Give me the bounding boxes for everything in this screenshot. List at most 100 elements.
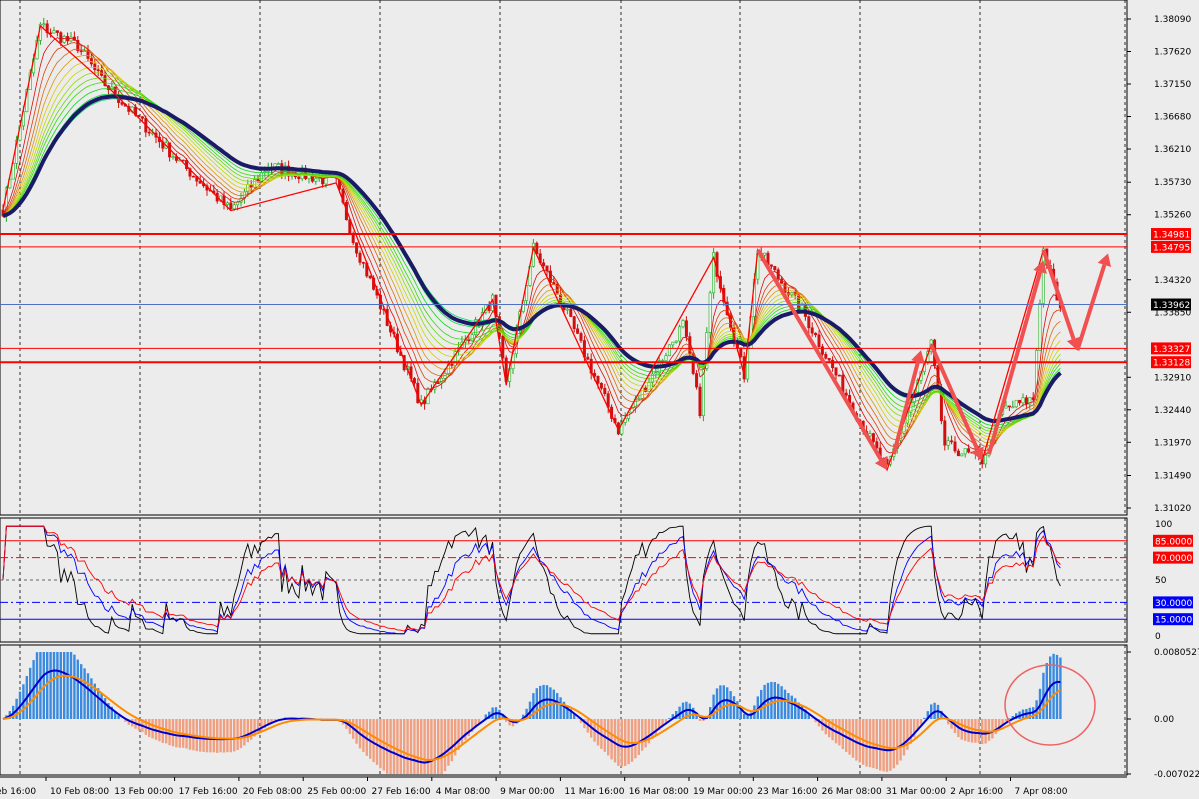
price-tick-label: 1.34320 <box>1154 276 1191 286</box>
macd-histogram-bar <box>923 717 926 719</box>
macd-histogram-bar <box>641 719 644 751</box>
candle <box>593 372 597 377</box>
candle <box>59 32 63 43</box>
macd-histogram-bar <box>817 719 821 727</box>
level-label-box <box>1151 298 1191 311</box>
arrow-head <box>1097 253 1112 268</box>
macd-histogram-bar <box>161 719 164 744</box>
macd-histogram-bar <box>66 652 69 719</box>
macd-histogram-bar <box>610 719 613 760</box>
macd-histogram-bar <box>743 713 746 719</box>
candle <box>1007 405 1011 408</box>
candle <box>181 159 185 162</box>
macd-histogram-bar <box>471 719 474 733</box>
macd-histogram-bar <box>855 719 858 761</box>
macd-histogram-bar <box>1042 672 1045 719</box>
candle <box>62 36 66 43</box>
candle <box>548 270 552 283</box>
candle <box>198 180 202 184</box>
candle <box>1014 399 1018 408</box>
macd-histogram-bar <box>726 687 729 719</box>
macd-histogram-bar <box>889 719 892 771</box>
candle <box>1004 405 1008 409</box>
candle <box>225 202 229 205</box>
macd-histogram-bar <box>253 719 256 737</box>
macd-histogram-bar <box>994 719 997 735</box>
macd-histogram-bar <box>199 719 202 752</box>
macd-histogram-bar <box>219 719 222 753</box>
candle <box>89 58 93 65</box>
candle <box>960 453 964 457</box>
time-tick-label: 31 Mar 00:00 <box>886 787 946 797</box>
macd-histogram-bar <box>212 719 215 753</box>
macd-histogram-bar <box>787 693 790 719</box>
macd-histogram-bar <box>916 719 919 731</box>
macd-histogram-bar <box>447 719 450 766</box>
candle <box>314 177 318 182</box>
macd-histogram-bar <box>613 719 617 763</box>
candle <box>837 374 841 377</box>
candle <box>671 341 675 346</box>
macd-histogram-bar <box>851 719 855 758</box>
macd-histogram-bar <box>477 719 481 724</box>
candle <box>586 356 590 360</box>
price-tick-label: 1.35260 <box>1154 211 1191 221</box>
macd-histogram-bar <box>586 719 589 733</box>
candle <box>236 201 240 206</box>
macd-histogram-bar <box>474 719 477 727</box>
macd-histogram-bar <box>637 719 640 755</box>
macd-histogram-bar <box>168 719 171 746</box>
macd-histogram-bar <box>124 719 127 722</box>
osc-level-label-box <box>1153 551 1193 564</box>
candle <box>542 262 546 267</box>
candle <box>763 252 767 256</box>
macd-histogram-bar <box>256 719 260 735</box>
candle <box>1011 406 1015 409</box>
candle <box>140 116 144 119</box>
candle <box>11 163 15 180</box>
macd-histogram-bar <box>899 719 902 761</box>
arrow-head <box>874 456 887 470</box>
macd-histogram-bar <box>695 713 698 719</box>
candle <box>589 358 593 374</box>
macd-histogram-bar <box>423 719 426 774</box>
candle <box>137 114 141 117</box>
macd-histogram-bar <box>46 652 49 719</box>
macd-histogram-bar <box>940 710 943 719</box>
candle <box>76 40 80 51</box>
candle <box>681 320 685 328</box>
candle <box>229 202 233 210</box>
macd-histogram-bar <box>250 719 253 740</box>
candle <box>705 332 709 369</box>
macd-histogram-bar <box>195 719 198 752</box>
candle <box>1021 397 1025 404</box>
macd-histogram-bar <box>1001 719 1004 726</box>
price-tick-label: 1.31020 <box>1154 504 1191 514</box>
time-tick-label: eb 16:00 <box>0 787 36 797</box>
osc-level-label: 15.0000 <box>1155 616 1192 626</box>
arrow-head <box>911 350 925 364</box>
macd-histogram-bar <box>913 719 916 738</box>
candle <box>501 335 505 359</box>
trend-ma-line <box>2 94 1062 424</box>
time-tick-label: 17 Feb 16:00 <box>179 787 238 797</box>
macd-histogram-bar <box>522 714 525 719</box>
candle <box>297 176 301 179</box>
candle <box>93 63 97 71</box>
macd-histogram-bar <box>202 719 205 752</box>
oscillator-line <box>2 525 1061 635</box>
candle <box>844 392 848 396</box>
macd-histogram-bar <box>651 719 654 739</box>
candle <box>824 353 828 359</box>
candle <box>810 327 814 334</box>
macd-tick-label: 0.0080527 <box>1154 648 1199 658</box>
macd-histogram-bar <box>267 719 270 726</box>
macd-histogram-bar <box>1052 653 1055 719</box>
arrow-shaft <box>756 248 883 461</box>
macd-histogram-bar <box>63 652 66 719</box>
macd-histogram-bar <box>780 686 783 719</box>
macd-histogram-bar <box>644 719 647 748</box>
macd-histogram-bar <box>746 715 749 719</box>
